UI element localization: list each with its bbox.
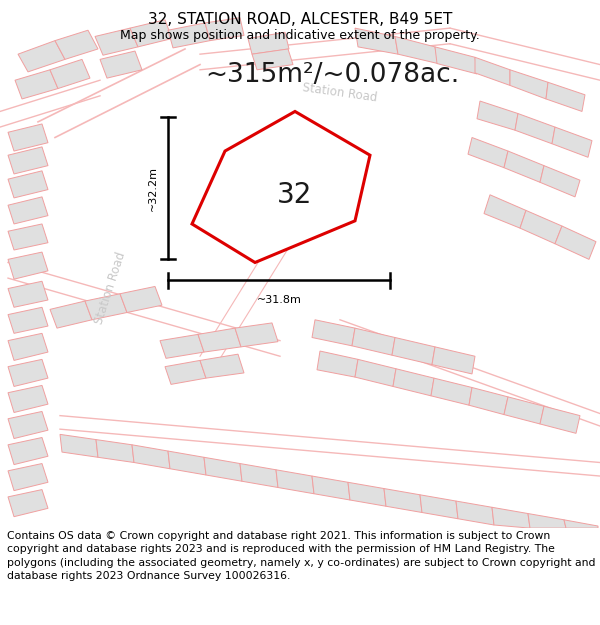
Polygon shape [120, 286, 162, 312]
Polygon shape [85, 294, 127, 320]
Polygon shape [165, 361, 206, 384]
Polygon shape [132, 445, 170, 469]
Polygon shape [504, 397, 544, 424]
Polygon shape [355, 28, 398, 54]
Polygon shape [492, 508, 530, 528]
Text: 32: 32 [277, 181, 313, 209]
Polygon shape [312, 320, 355, 346]
Polygon shape [95, 28, 138, 55]
Polygon shape [510, 70, 548, 99]
Polygon shape [469, 388, 508, 414]
Polygon shape [528, 514, 566, 528]
Polygon shape [395, 36, 438, 64]
Polygon shape [50, 59, 90, 89]
Polygon shape [276, 470, 314, 494]
Polygon shape [200, 354, 244, 378]
Polygon shape [8, 252, 48, 279]
Polygon shape [60, 434, 98, 457]
Polygon shape [8, 281, 48, 308]
Polygon shape [348, 482, 386, 506]
Polygon shape [235, 323, 278, 347]
Polygon shape [100, 51, 142, 78]
Polygon shape [240, 464, 278, 488]
Polygon shape [540, 166, 580, 197]
Polygon shape [18, 41, 65, 72]
Polygon shape [8, 438, 48, 464]
Polygon shape [477, 101, 518, 130]
Polygon shape [420, 495, 458, 519]
Polygon shape [8, 308, 48, 333]
Text: Map shows position and indicative extent of the property.: Map shows position and indicative extent… [120, 29, 480, 42]
Polygon shape [8, 171, 48, 198]
Polygon shape [392, 338, 435, 364]
Polygon shape [546, 82, 585, 111]
Polygon shape [8, 124, 48, 151]
Polygon shape [564, 520, 598, 528]
Polygon shape [484, 195, 526, 228]
Polygon shape [248, 32, 289, 54]
Polygon shape [431, 378, 472, 405]
Polygon shape [475, 58, 510, 86]
Polygon shape [504, 151, 544, 182]
Polygon shape [8, 386, 48, 412]
Polygon shape [456, 501, 494, 525]
Polygon shape [50, 301, 92, 328]
Text: 32, STATION ROAD, ALCESTER, B49 5ET: 32, STATION ROAD, ALCESTER, B49 5ET [148, 12, 452, 28]
Text: ~32.2m: ~32.2m [148, 166, 158, 211]
Polygon shape [130, 20, 172, 47]
Polygon shape [8, 359, 48, 386]
Polygon shape [96, 439, 134, 462]
Polygon shape [55, 30, 98, 59]
Polygon shape [520, 211, 562, 244]
Polygon shape [355, 359, 396, 386]
Polygon shape [8, 333, 48, 361]
Polygon shape [160, 334, 204, 358]
Polygon shape [552, 127, 592, 158]
Polygon shape [352, 328, 395, 355]
Text: ~31.8m: ~31.8m [257, 295, 301, 305]
Text: Station Road: Station Road [92, 251, 128, 326]
Polygon shape [312, 476, 350, 500]
Polygon shape [8, 489, 48, 517]
Text: Station Road: Station Road [302, 81, 378, 104]
Polygon shape [192, 111, 370, 262]
Polygon shape [515, 114, 555, 144]
Polygon shape [432, 347, 475, 374]
Polygon shape [198, 328, 241, 352]
Polygon shape [252, 49, 293, 70]
Polygon shape [8, 464, 48, 491]
Polygon shape [168, 451, 206, 475]
Polygon shape [540, 406, 580, 433]
Polygon shape [317, 351, 358, 377]
Polygon shape [555, 226, 596, 259]
Polygon shape [15, 70, 58, 99]
Polygon shape [8, 147, 48, 174]
Polygon shape [168, 23, 210, 48]
Text: ~315m²/~0.078ac.: ~315m²/~0.078ac. [205, 62, 459, 88]
Polygon shape [8, 411, 48, 439]
Text: Contains OS data © Crown copyright and database right 2021. This information is : Contains OS data © Crown copyright and d… [7, 531, 596, 581]
Polygon shape [393, 369, 434, 396]
Polygon shape [8, 197, 48, 224]
Polygon shape [435, 47, 477, 74]
Polygon shape [468, 138, 508, 168]
Polygon shape [8, 224, 48, 250]
Polygon shape [204, 458, 242, 481]
Polygon shape [205, 18, 244, 41]
Polygon shape [384, 489, 422, 512]
